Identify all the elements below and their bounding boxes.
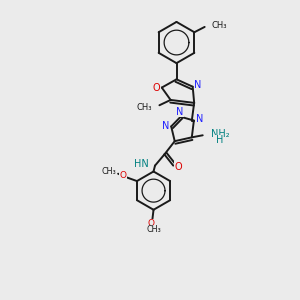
Text: O: O: [175, 162, 182, 172]
Text: O: O: [120, 171, 127, 180]
Text: O: O: [153, 82, 160, 93]
Text: N: N: [194, 80, 202, 90]
Text: CH₃: CH₃: [211, 21, 226, 30]
Text: CH₃: CH₃: [101, 167, 116, 176]
Text: NH₂: NH₂: [211, 129, 230, 140]
Text: CH₃: CH₃: [146, 225, 161, 234]
Text: O: O: [148, 219, 155, 228]
Text: H: H: [215, 135, 223, 145]
Text: N: N: [176, 107, 184, 117]
Text: N: N: [196, 114, 203, 124]
Text: N: N: [162, 121, 169, 130]
Text: CH₃: CH₃: [137, 103, 152, 112]
Text: HN: HN: [134, 159, 148, 170]
